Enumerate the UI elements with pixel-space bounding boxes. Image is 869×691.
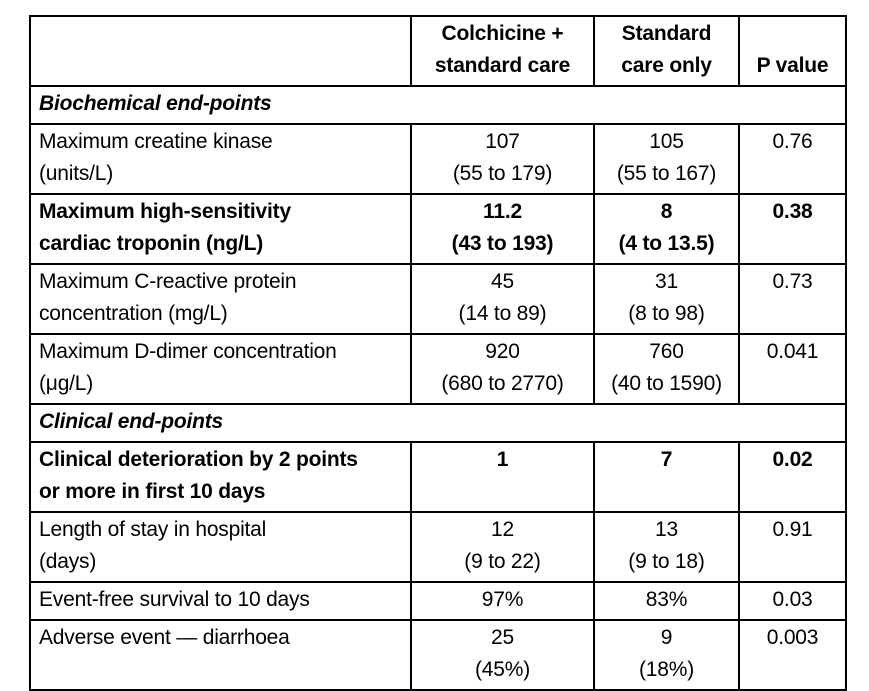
- colchicine-value: 11.2 (43 to 193): [410, 193, 595, 265]
- colchicine-value: 107 (55 to 179): [410, 123, 595, 195]
- section-row-biochemical: Biochemical end-points: [29, 85, 847, 125]
- colchicine-value: 97%: [410, 581, 595, 621]
- header-p-value: P value: [738, 15, 847, 87]
- table-row-length-of-stay: Length of stay in hospital (days) 12 (9 …: [29, 511, 847, 583]
- row-label: Adverse event — diarrhoea: [29, 619, 412, 691]
- p-value: 0.91: [738, 511, 847, 583]
- row-label: Clinical deterioration by 2 points or mo…: [29, 441, 412, 513]
- table-row-troponin: Maximum high-sensitivity cardiac troponi…: [29, 193, 847, 265]
- row-label: Maximum D-dimer concentration (μg/L): [29, 333, 412, 405]
- table-row-c-reactive-protein: Maximum C-reactive protein concentration…: [29, 263, 847, 335]
- colchicine-value: 25 (45%): [410, 619, 595, 691]
- p-value: 0.003: [738, 619, 847, 691]
- p-value: 0.02: [738, 441, 847, 513]
- standard-value: 31 (8 to 98): [593, 263, 740, 335]
- row-label: Length of stay in hospital (days): [29, 511, 412, 583]
- standard-value: 9 (18%): [593, 619, 740, 691]
- standard-value: 8 (4 to 13.5): [593, 193, 740, 265]
- p-value: 0.38: [738, 193, 847, 265]
- table-row-event-free-survival: Event-free survival to 10 days 97% 83% 0…: [29, 581, 847, 621]
- row-label: Maximum C-reactive protein concentration…: [29, 263, 412, 335]
- standard-value: 760 (40 to 1590): [593, 333, 740, 405]
- table-row-adverse-event: Adverse event — diarrhoea 25 (45%) 9 (18…: [29, 619, 847, 691]
- section-row-clinical: Clinical end-points: [29, 403, 847, 443]
- standard-value: 7: [593, 441, 740, 513]
- row-label: Maximum creatine kinase (units/L): [29, 123, 412, 195]
- table-row-d-dimer: Maximum D-dimer concentration (μg/L) 920…: [29, 333, 847, 405]
- row-label: Maximum high-sensitivity cardiac troponi…: [29, 193, 412, 265]
- header-endpoint-empty: [29, 15, 412, 87]
- colchicine-value: 12 (9 to 22): [410, 511, 595, 583]
- colchicine-value: 45 (14 to 89): [410, 263, 595, 335]
- standard-value: 83%: [593, 581, 740, 621]
- section-label: Clinical end-points: [29, 403, 847, 443]
- table-row-creatine-kinase: Maximum creatine kinase (units/L) 107 (5…: [29, 123, 847, 195]
- standard-value: 13 (9 to 18): [593, 511, 740, 583]
- p-value: 0.76: [738, 123, 847, 195]
- colchicine-value: 920 (680 to 2770): [410, 333, 595, 405]
- standard-value: 105 (55 to 167): [593, 123, 740, 195]
- header-standard-care-only: Standard care only: [593, 15, 740, 87]
- row-label: Event-free survival to 10 days: [29, 581, 412, 621]
- p-value: 0.041: [738, 333, 847, 405]
- p-value: 0.73: [738, 263, 847, 335]
- p-value: 0.03: [738, 581, 847, 621]
- section-label: Biochemical end-points: [29, 85, 847, 125]
- header-row: Colchicine + standard care Standard care…: [29, 15, 847, 87]
- table-row-clinical-deterioration: Clinical deterioration by 2 points or mo…: [29, 441, 847, 513]
- colchicine-value: 1: [410, 441, 595, 513]
- results-table: Colchicine + standard care Standard care…: [29, 15, 847, 691]
- header-colchicine-standard-care: Colchicine + standard care: [410, 15, 595, 87]
